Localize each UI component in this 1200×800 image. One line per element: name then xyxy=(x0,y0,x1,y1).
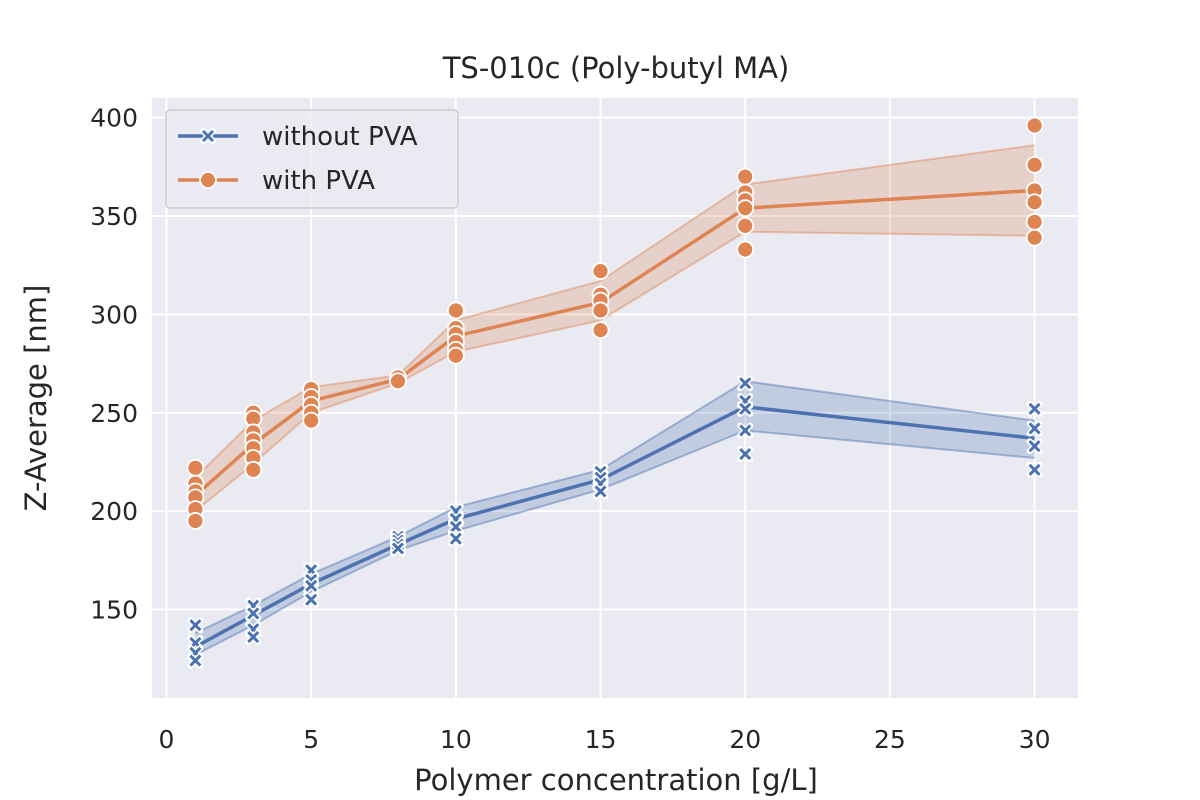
data-point-with-pva xyxy=(1025,155,1044,174)
chart-title: TS-010c (Poly-butyl MA) xyxy=(442,51,790,85)
legend-entry-without-pva: without PVA xyxy=(178,122,418,152)
data-point-with-pva xyxy=(736,167,755,186)
legend-marker-with-pva xyxy=(199,171,217,189)
x-tick-label: 30 xyxy=(1019,725,1051,754)
data-point-with-pva xyxy=(736,240,755,259)
data-point-cross xyxy=(739,402,752,415)
data-point-with-pva xyxy=(446,346,465,365)
x-tick-label: 20 xyxy=(729,725,761,754)
x-tick-label: 10 xyxy=(440,725,472,754)
data-point-with-pva xyxy=(1025,213,1044,231)
data-point-cross xyxy=(449,520,462,533)
data-point-cross xyxy=(1028,463,1041,476)
data-point-without-pva xyxy=(447,518,464,535)
data-point-with-pva xyxy=(186,458,205,477)
data-point-without-pva xyxy=(1026,461,1043,478)
ci-upper-edge-with-pva xyxy=(194,144,1035,479)
data-point-without-pva xyxy=(187,617,204,634)
data-point-without-pva xyxy=(737,422,754,439)
y-tick-label: 200 xyxy=(90,497,138,526)
series-lines xyxy=(194,188,1035,649)
ci-lower-edge-without-pva xyxy=(194,429,1035,656)
data-point-with-pva xyxy=(736,216,755,235)
data-point-with-pva xyxy=(244,460,263,479)
data-point-without-pva xyxy=(1026,420,1043,437)
data-point-cross xyxy=(189,619,202,632)
data-point-with-pva xyxy=(591,262,610,281)
ci-lower-edge-with-pva xyxy=(194,230,1035,512)
data-point-cross xyxy=(305,579,318,592)
data-point-without-pva xyxy=(389,540,406,557)
legend-label-with-pva: with PVA xyxy=(262,166,375,196)
y-tick-label: 300 xyxy=(90,300,138,329)
data-point-without-pva xyxy=(1026,400,1043,417)
data-point-cross xyxy=(739,424,752,437)
data-point-with-pva xyxy=(302,411,321,430)
data-point-with-pva xyxy=(186,512,205,530)
data-point-with-pva xyxy=(446,301,465,320)
ci-upper-edge-without-pva xyxy=(194,380,1035,634)
x-tick-label: 25 xyxy=(874,725,906,754)
series-line-without-pva xyxy=(194,405,1035,649)
data-point-cross xyxy=(449,532,462,545)
data-point-cross xyxy=(247,630,260,644)
legend: without PVA with PVA xyxy=(165,109,459,209)
data-point-cross xyxy=(1028,440,1041,453)
data-point-without-pva xyxy=(245,629,262,646)
data-point-cross xyxy=(247,607,260,620)
data-point-with-pva xyxy=(1025,116,1044,135)
series-line-with-pva xyxy=(194,188,1035,497)
confidence-bands xyxy=(194,144,1035,656)
y-axis-label: Z-Average [nm] xyxy=(19,285,53,512)
data-point-cross xyxy=(391,542,405,555)
data-point-cross xyxy=(1028,422,1041,435)
legend-marker-without-pva xyxy=(201,129,215,143)
x-tick-label: 0 xyxy=(159,725,175,754)
legend-label-without-pva: without PVA xyxy=(262,122,418,152)
data-point-with-pva xyxy=(591,321,610,340)
data-point-without-pva xyxy=(737,375,754,392)
data-point-without-pva xyxy=(245,605,262,622)
data-point-cross xyxy=(1028,402,1041,415)
data-point-without-pva xyxy=(737,400,754,417)
legend-box xyxy=(165,109,459,209)
x-axis-label: Polymer concentration [g/L] xyxy=(414,763,818,797)
data-point-cross xyxy=(305,593,318,606)
data-point-with-pva xyxy=(736,199,755,218)
ci-band-with-pva xyxy=(195,145,1035,512)
x-tick-labels: 0 5 10 15 20 25 30 xyxy=(159,725,1051,754)
x-tick-label: 5 xyxy=(303,725,319,754)
data-point-with-pva xyxy=(1025,193,1044,212)
y-tick-label: 250 xyxy=(90,399,138,428)
x-tick-label: 15 xyxy=(585,725,617,754)
data-point-cross xyxy=(594,485,607,498)
data-point-without-pva xyxy=(447,530,464,547)
data-points xyxy=(186,116,1044,669)
data-point-without-pva xyxy=(1026,438,1043,455)
data-point-cross xyxy=(189,654,202,667)
data-point-without-pva xyxy=(303,577,320,594)
y-tick-label: 150 xyxy=(90,595,138,624)
y-tick-label: 350 xyxy=(90,202,138,231)
data-point-without-pva xyxy=(303,591,320,608)
data-point-without-pva xyxy=(187,652,204,669)
y-tick-labels: 150 200 250 300 350 400 xyxy=(90,104,138,625)
data-point-cross xyxy=(739,448,752,461)
data-point-without-pva xyxy=(592,483,609,500)
data-point-without-pva xyxy=(737,446,754,463)
data-point-with-pva xyxy=(389,372,407,391)
data-point-cross xyxy=(739,377,752,390)
legend-entry-with-pva: with PVA xyxy=(178,166,375,196)
y-tick-label: 400 xyxy=(90,104,138,133)
data-point-with-pva xyxy=(1025,228,1044,247)
data-point-with-pva xyxy=(591,301,610,320)
